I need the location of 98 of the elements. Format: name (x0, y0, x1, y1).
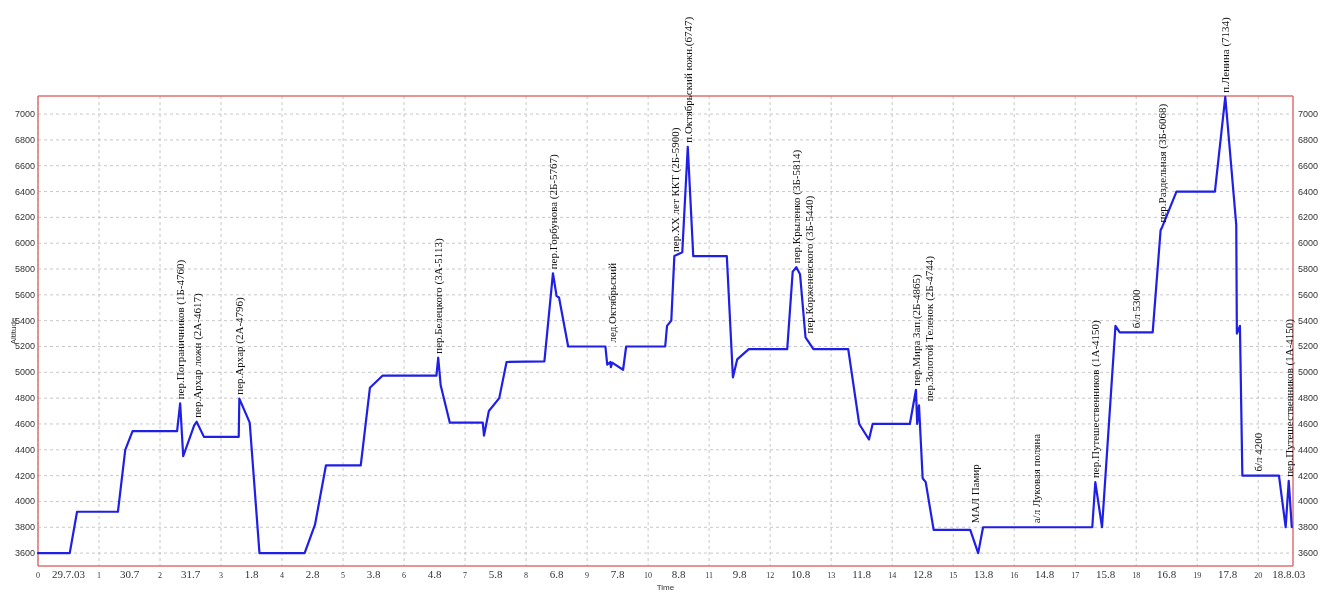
x2-tick-label: 2.8 (305, 568, 320, 580)
x-tick-label: 20 (1254, 571, 1263, 580)
annotation: б/л 4200 (1252, 432, 1265, 472)
y-tick-label: 5600 (14, 289, 35, 300)
x2-tick-label: 5.8 (488, 568, 503, 580)
annotation: пер.Золотой Теленок (2Б-4744) (922, 255, 936, 402)
x2-tick-label: 10.8 (791, 568, 811, 580)
x-tick-label: 12 (766, 571, 775, 580)
annotation: а/л Луковая поляна (1029, 433, 1042, 524)
y-tick-label: 6400 (14, 186, 35, 197)
y-tick-label: 4800 (14, 393, 35, 404)
y2-tick-label: 3600 (1298, 548, 1319, 559)
y-tick-label: 4400 (14, 444, 35, 455)
x2-tick-label: 17.8 (1218, 568, 1238, 580)
annotation: лед.Октябрьский (605, 262, 618, 343)
annotation: пер.Путешественников (1А-4150) (1089, 319, 1103, 479)
annotation: пер.Горбунова (2Б-5767) (546, 153, 560, 270)
x2-tick-label: 15.8 (1096, 568, 1116, 580)
annotation: б/л 5300 (1130, 288, 1143, 329)
x-tick-label: 9 (585, 571, 590, 580)
y-tick-label: 5000 (14, 367, 35, 378)
y2-tick-label: 6800 (1298, 134, 1319, 145)
y2-tick-label: 4600 (1298, 418, 1319, 429)
x2-tick-label: 18.8.03 (1272, 568, 1306, 580)
x-tick-label: 2 (158, 571, 163, 580)
y-tick-label: 4600 (14, 418, 35, 429)
x2-tick-label: 30.7 (119, 568, 140, 580)
y-tick-label: 3800 (14, 522, 35, 533)
y2-tick-label: 6400 (1298, 186, 1319, 197)
x2-tick-label: 8.8 (671, 568, 686, 580)
annotation: пер.Белецкого (3А-5113) (432, 238, 446, 354)
y-tick-label: 5800 (14, 264, 35, 275)
x-tick-label: 8 (524, 571, 529, 580)
x2-tick-label: 16.8 (1157, 568, 1177, 580)
x-tick-label: 14 (888, 571, 897, 580)
annotation: пер.Раздельная (3Б-6068) (1156, 103, 1170, 223)
x-tick-label: 1 (97, 571, 102, 580)
x-tick-label: 15 (949, 571, 958, 580)
x2-tick-label: 31.7 (180, 568, 201, 580)
x-tick-label: 18 (1132, 571, 1141, 580)
annotation: пер.Архар ложн (2А-4617) (190, 293, 204, 418)
x-tick-label: 6 (402, 571, 407, 580)
x-axis-title: Time (656, 583, 675, 592)
x-tick-label: 4 (280, 571, 285, 580)
y-tick-label: 7000 (14, 109, 35, 120)
annotation: пер.Крыленко (3Б-5814) (790, 149, 804, 264)
y-tick-label: 6200 (14, 212, 35, 223)
x-tick-label: 0 (36, 571, 40, 580)
y2-tick-label: 5400 (1298, 315, 1319, 326)
y2-tick-label: 5200 (1298, 341, 1319, 352)
x2-tick-label: 11.8 (852, 568, 872, 580)
x-tick-label: 17 (1071, 571, 1080, 580)
annotation: пер.ХХ лет ККТ (2Б-5900) (668, 127, 682, 253)
y2-tick-label: 6000 (1298, 238, 1319, 249)
x2-tick-label: 13.8 (974, 568, 994, 580)
x2-tick-label: 7.8 (610, 568, 625, 580)
x-tick-label: 10 (644, 571, 653, 580)
x-tick-label: 3 (219, 571, 224, 580)
y2-tick-label: 3800 (1298, 522, 1319, 533)
y-tick-label: 5200 (14, 341, 35, 352)
x2-tick-label: 6.8 (549, 568, 564, 580)
annotation: пер.Путешественников (1А-4150) (1282, 318, 1296, 477)
annotation: п.Октябрьский южн.(6747) (681, 16, 695, 143)
y2-tick-label: 4400 (1298, 444, 1319, 455)
x2-tick-label: 29.7.03 (52, 568, 86, 580)
x2-tick-label: 14.8 (1035, 568, 1055, 580)
y2-tick-label: 5000 (1298, 367, 1319, 378)
y-tick-label: 3600 (14, 548, 35, 559)
annotation: пер.Пограничников (1Б-4760) (174, 259, 188, 400)
annotation: п.Ленина (7134) (1219, 16, 1233, 93)
x-tick-label: 11 (705, 571, 713, 580)
y-tick-label: 6800 (14, 134, 35, 145)
y-tick-label: 4000 (14, 496, 35, 507)
y2-tick-label: 5600 (1298, 289, 1319, 300)
y2-tick-label: 6200 (1298, 212, 1319, 223)
y-tick-label: 6000 (14, 238, 35, 249)
y2-tick-label: 4200 (1298, 470, 1319, 481)
y2-tick-label: 6600 (1298, 160, 1319, 171)
x-tick-label: 5 (341, 571, 346, 580)
annotation: пер.Архар (2А-4796) (233, 296, 247, 395)
annotation: МАЛ Памир (968, 463, 981, 524)
y-tick-label: 6600 (14, 160, 35, 171)
x2-tick-label: 1.8 (244, 568, 259, 580)
x2-tick-label: 9.8 (732, 568, 747, 580)
y2-tick-label: 5800 (1298, 264, 1319, 275)
x-tick-label: 7 (463, 571, 468, 580)
x-tick-label: 19 (1193, 571, 1202, 580)
y2-tick-label: 4000 (1298, 496, 1319, 507)
x2-tick-label: 3.8 (366, 568, 381, 580)
annotation: пер.Корженевского (3Б-5440) (803, 195, 817, 334)
x-tick-label: 16 (1010, 571, 1019, 580)
y2-tick-label: 7000 (1298, 109, 1319, 120)
x2-tick-label: 4.8 (427, 568, 442, 580)
x-tick-label: 13 (827, 571, 836, 580)
y2-tick-label: 4800 (1298, 393, 1319, 404)
y-tick-label: 4200 (14, 470, 35, 481)
x2-tick-label: 12.8 (913, 568, 933, 580)
annotation: пер.Мира Зап.(2Б-4865) (909, 273, 923, 386)
